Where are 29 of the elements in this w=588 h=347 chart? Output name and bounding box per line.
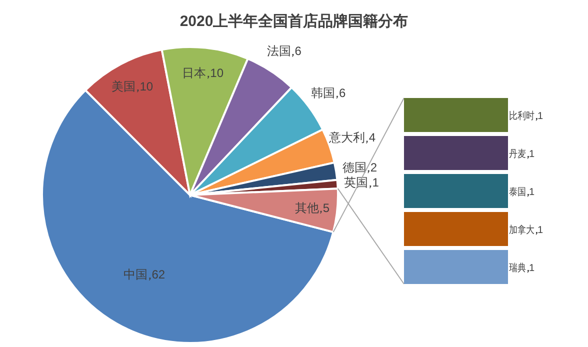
data-label: 1 (529, 263, 535, 274)
data-label: 10 (140, 79, 154, 94)
data-label: 1 (529, 187, 535, 198)
slice-label: 意大利 (328, 130, 365, 145)
data-label: 6 (339, 86, 346, 100)
data-label: 1 (529, 149, 535, 160)
slice-label: 美国 (112, 79, 136, 94)
data-label: 1 (538, 225, 544, 236)
slice-label: 英国 (344, 175, 368, 190)
data-label: 4 (368, 130, 376, 145)
data-label: 1 (372, 175, 380, 190)
slice-label: 法国 (266, 44, 291, 58)
data-label: 10 (210, 66, 224, 80)
chart-title: 2020上半年全国首店品牌国籍分布 (180, 12, 408, 30)
slice-label: 德国 (342, 160, 366, 174)
slice-label: 日本 (182, 66, 206, 80)
y-tick-label: 比利时 (509, 110, 539, 122)
data-label: 62 (152, 268, 166, 282)
data-label: 2 (370, 160, 378, 174)
slice-label: 中国 (124, 268, 148, 282)
y-tick-label: 泰国 (509, 187, 529, 198)
y-tick-label: 丹麦 (509, 148, 529, 160)
data-label: 1 (538, 111, 544, 122)
y-tick-label: 加拿大 (509, 224, 539, 236)
data-label: 5 (322, 200, 330, 215)
data-label: 6 (294, 44, 302, 58)
y-tick-label: 瑞典 (509, 262, 529, 274)
slice-label: 其他 (294, 200, 319, 215)
slice-label: 韩国 (311, 86, 336, 100)
